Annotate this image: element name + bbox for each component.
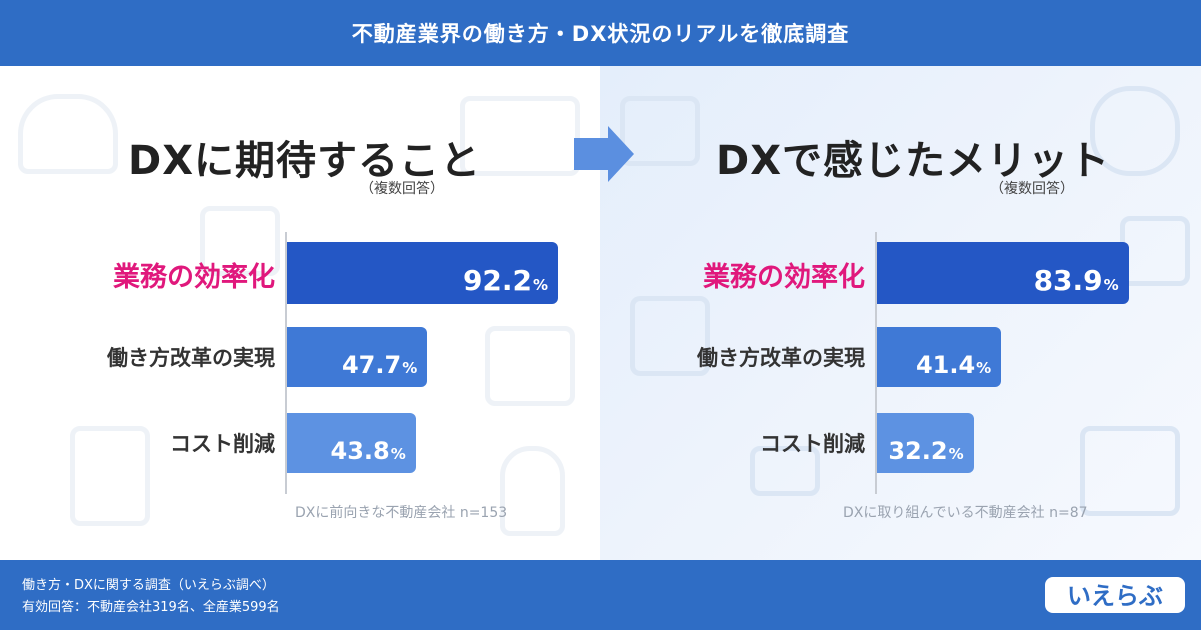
ierabu-logo: いえらぶ <box>1045 577 1185 613</box>
bar-value-number: 32.2 <box>888 437 948 465</box>
category-label: コスト削減 <box>760 432 865 456</box>
right-arrow-icon <box>574 126 634 182</box>
bar-value-label: 83.9% <box>999 264 1119 297</box>
background-decoration-icon <box>460 96 580 176</box>
background-decoration-icon <box>1090 86 1180 176</box>
right-panel-background <box>600 66 1201 560</box>
chart-axis-line <box>875 232 877 494</box>
background-decoration-icon <box>1120 216 1190 286</box>
footer-banner: 働き方・DXに関する調査（いえらぶ調べ） 有効回答：不動産会社319名、全産業5… <box>0 560 1201 630</box>
header-title: 不動産業界の働き方・DX状況のリアルを徹底調査 <box>351 22 850 46</box>
left-chart-subtitle: （複数回答） <box>360 181 444 197</box>
bar <box>877 242 1129 304</box>
bar-value-number: 92.2 <box>462 264 533 297</box>
footer-response-count: 有効回答：不動産会社319名、全産業599名 <box>22 600 280 615</box>
background-decoration-icon <box>1080 426 1180 516</box>
header-banner: 不動産業界の働き方・DX状況のリアルを徹底調査 <box>0 0 1201 66</box>
bar-value-label: 92.2% <box>428 264 548 297</box>
category-label: 業務の効率化 <box>703 262 865 293</box>
chart-axis-line <box>285 232 287 494</box>
bar-value-label: 43.8% <box>286 437 406 465</box>
background-decoration-icon <box>200 206 280 276</box>
right-sample-note: DXに取り組んでいる不動産会社 n=87 <box>843 505 1088 521</box>
left-sample-note: DXに前向きな不動産会社 n=153 <box>295 505 508 521</box>
logo-text: いえらぶ <box>1067 582 1163 610</box>
right-chart-subtitle: （複数回答） <box>990 181 1074 197</box>
bar-value-unit: % <box>533 276 549 294</box>
bar-value-number: 43.8 <box>330 437 390 465</box>
bar-value-unit: % <box>402 359 418 377</box>
bar-value-label: 41.4% <box>871 351 991 379</box>
bar-value-number: 41.4 <box>915 351 976 379</box>
bar-value-label: 47.7% <box>297 351 417 379</box>
background-decoration-icon <box>630 296 710 376</box>
bar-value-unit: % <box>976 359 992 377</box>
bar <box>287 413 416 473</box>
bar-value-number: 47.7 <box>341 351 402 379</box>
category-label: 業務の効率化 <box>113 262 275 293</box>
background-decoration-icon <box>485 326 575 406</box>
bar-value-unit: % <box>390 445 406 463</box>
bar <box>877 327 1002 387</box>
background-decoration-icon <box>70 426 150 526</box>
category-label: 働き方改革の実現 <box>107 346 275 370</box>
bar <box>287 242 559 304</box>
background-decoration-icon <box>18 94 118 174</box>
bar-value-number: 83.9 <box>1033 264 1103 297</box>
background-decoration-icon <box>750 446 820 496</box>
bar <box>287 327 428 387</box>
bar-value-unit: % <box>1103 276 1119 294</box>
footer-survey-source: 働き方・DXに関する調査（いえらぶ調べ） <box>22 578 275 593</box>
bar <box>877 413 974 473</box>
right-chart-title: DXで感じたメリット <box>716 138 1111 184</box>
category-label: コスト削減 <box>170 432 275 456</box>
bar-value-label: 32.2% <box>844 437 964 465</box>
main-area: DXに期待すること （複数回答） DXに前向きな不動産会社 n=153 DXで感… <box>0 66 1201 560</box>
bar-value-unit: % <box>948 445 964 463</box>
left-chart-title: DXに期待すること <box>128 138 482 184</box>
category-label: 働き方改革の実現 <box>697 346 865 370</box>
background-decoration-icon <box>620 96 700 166</box>
background-decoration-icon <box>500 446 565 536</box>
